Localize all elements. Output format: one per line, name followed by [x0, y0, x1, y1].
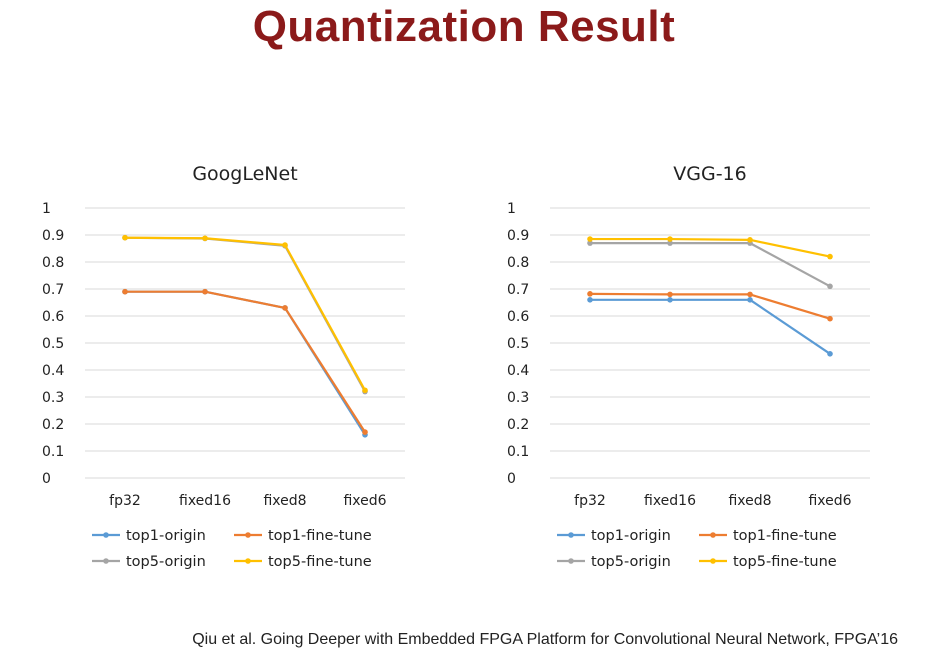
googlenet-series-top5-fine-tune-point — [122, 234, 128, 241]
googlenet-series-top5-fine-tune-point — [362, 387, 368, 394]
googlenet-series-top5-fine-tune-line — [124, 236, 366, 391]
googlenet-series-top1-fine-tune-point — [202, 288, 208, 295]
vgg-16-y-tick-label: 0.4 — [507, 363, 529, 379]
vgg-16-x-tick-label: fp32 — [574, 493, 606, 509]
vgg-16-series-top1-origin-point — [827, 351, 833, 357]
vgg-16-series-top5-origin-point — [587, 240, 593, 246]
googlenet-y-tick-label: 0.1 — [42, 444, 64, 460]
vgg-16-legend-item-top5-origin: top5-origin — [557, 554, 671, 570]
googlenet-y-tick-label: 0 — [42, 471, 51, 487]
googlenet-y-tick-label: 0.9 — [42, 228, 64, 244]
vgg-16-series-top5-fine-tune-point — [827, 253, 833, 260]
vgg-16-y-tick-label: 0 — [507, 471, 516, 487]
googlenet-legend-label: top5-origin — [126, 554, 206, 570]
googlenet-y-tick-label: 0.4 — [42, 363, 64, 379]
vgg-16-legend-item-top1-fine-tune: top1-fine-tune — [699, 528, 837, 544]
vgg-16-legend-marker — [710, 558, 716, 564]
googlenet-series-top5-fine-tune-point — [282, 242, 288, 248]
vgg-16-legend-marker — [568, 558, 574, 564]
vgg-16-legend-item-top5-fine-tune: top5-fine-tune — [699, 554, 837, 570]
googlenet-legend-label: top1-origin — [126, 528, 206, 544]
vgg-16-series-top5-origin-line — [590, 241, 831, 288]
vgg-16-legend-marker — [568, 532, 574, 538]
googlenet-series-top1-fine-tune-point — [122, 288, 128, 295]
vgg-16-x-tick-label: fixed8 — [728, 493, 771, 509]
vgg-16-x-tick-label: fixed16 — [644, 493, 696, 509]
googlenet-legend-marker — [245, 532, 251, 538]
googlenet-legend-marker — [245, 558, 251, 564]
vgg-16-series-top1-origin-line — [590, 298, 831, 355]
googlenet-y-tick-label: 0.6 — [42, 309, 64, 325]
googlenet-series-top5-fine-tune-point — [202, 235, 208, 242]
vgg-16-series-top1-fine-tune-point — [587, 291, 593, 297]
vgg-16-legend-marker — [710, 532, 716, 538]
vgg-16-y-tick-label: 0.2 — [507, 417, 529, 433]
googlenet-legend-item-top1-fine-tune: top1-fine-tune — [234, 528, 372, 544]
vgg-16-y-tick-label: 0.6 — [507, 309, 529, 325]
googlenet-series-top1-fine-tune-line — [125, 290, 366, 433]
vgg-16-y-tick-label: 0.5 — [507, 336, 529, 352]
vgg-16-y-tick-label: 0.8 — [507, 255, 529, 271]
googlenet-legend-item-top1-origin: top1-origin — [92, 528, 206, 544]
vgg-16-series-top1-fine-tune-line — [589, 292, 831, 320]
googlenet-y-tick-label: 0.5 — [42, 336, 64, 352]
vgg-16-legend-label: top1-fine-tune — [733, 528, 837, 544]
vgg-16-series-top5-fine-tune-line — [590, 237, 831, 258]
googlenet-chart-svg: GoogLeNet 0 0.1 0.2 0.3 0.4 0.5 0.6 0.7 0.8 0.9 1 fp… — [42, 163, 405, 570]
googlenet-x-tick-label: fp32 — [109, 493, 141, 509]
googlenet-legend-label: top5-fine-tune — [268, 554, 372, 570]
vgg-16-legend-item-top1-origin: top1-origin — [557, 528, 671, 544]
googlenet-chart-title: GoogLeNet — [192, 163, 297, 185]
vgg-16-series-top5-fine-tune-point — [747, 237, 753, 243]
googlenet-x-tick-label: fixed8 — [263, 493, 306, 509]
slide-title: Quantization Result — [252, 2, 676, 51]
vgg-16-series-top1-origin-point — [667, 297, 673, 303]
vgg16-chart-svg: VGG-16 0 0.1 0.2 0.3 0.4 0.5 0.6 0.7 0.8 0.9 1 fp32 f… — [507, 163, 870, 570]
vgg-16-series-top1-origin-point — [587, 297, 593, 303]
googlenet-legend-item-top5-fine-tune: top5-fine-tune — [234, 554, 372, 570]
googlenet-y-tick-label: 0.2 — [42, 417, 64, 433]
vgg-16-y-tick-label: 0.9 — [507, 228, 529, 244]
vgg-16-series-top5-fine-tune-point — [587, 236, 593, 242]
vgg16-chart: VGG-16 0 0.1 0.2 0.3 0.4 0.5 0.6 0.7 0.8 0.9 1 fp32 f… — [495, 150, 895, 590]
vgg-16-legend-label: top5-fine-tune — [733, 554, 837, 570]
googlenet-series-top1-origin-line — [125, 290, 366, 436]
vgg-16-legend-label: top5-origin — [591, 554, 671, 570]
googlenet-y-tick-label: 1 — [42, 201, 51, 217]
vgg-16-chart-title: VGG-16 — [673, 163, 746, 185]
googlenet-legend-item-top5-origin: top5-origin — [92, 554, 206, 570]
googlenet-y-tick-label: 0.3 — [42, 390, 64, 406]
googlenet-y-tick-label: 0.8 — [42, 255, 64, 271]
vgg-16-legend-label: top1-origin — [591, 528, 671, 544]
googlenet-x-tick-label: fixed6 — [343, 493, 386, 509]
vgg-16-series-top5-origin-point — [827, 283, 833, 290]
vgg-16-y-tick-label: 0.7 — [507, 282, 529, 298]
googlenet-chart: GoogLeNet 0 0.1 0.2 0.3 0.4 0.5 0.6 0.7 0.8 0.9 1 fp… — [30, 150, 430, 590]
googlenet-series-top5-origin-line — [124, 236, 366, 393]
googlenet-y-tick-label: 0.7 — [42, 282, 64, 298]
googlenet-series-top1-fine-tune-point — [282, 305, 288, 311]
googlenet-legend-label: top1-fine-tune — [268, 528, 372, 544]
googlenet-x-tick-label: fixed16 — [179, 493, 231, 509]
googlenet-legend-marker — [103, 532, 109, 538]
vgg-16-series-top5-origin-point — [667, 240, 673, 246]
googlenet-legend-marker — [103, 558, 109, 564]
vgg-16-series-top1-fine-tune-point — [667, 291, 673, 298]
vgg-16-x-tick-label: fixed6 — [808, 493, 851, 509]
vgg-16-y-tick-label: 0.1 — [507, 444, 529, 460]
vgg-16-y-tick-label: 0.3 — [507, 390, 529, 406]
vgg-16-series-top1-fine-tune-point — [827, 315, 833, 322]
vgg-16-y-tick-label: 1 — [507, 201, 516, 217]
vgg-16-series-top5-fine-tune-point — [667, 236, 673, 242]
vgg-16-series-top1-fine-tune-point — [747, 291, 753, 298]
googlenet-series-top1-fine-tune-point — [362, 429, 368, 435]
vgg-16-series-top1-origin-point — [747, 297, 753, 303]
citation: Qiu et al. Going Deeper with Embedded FP… — [192, 631, 898, 648]
